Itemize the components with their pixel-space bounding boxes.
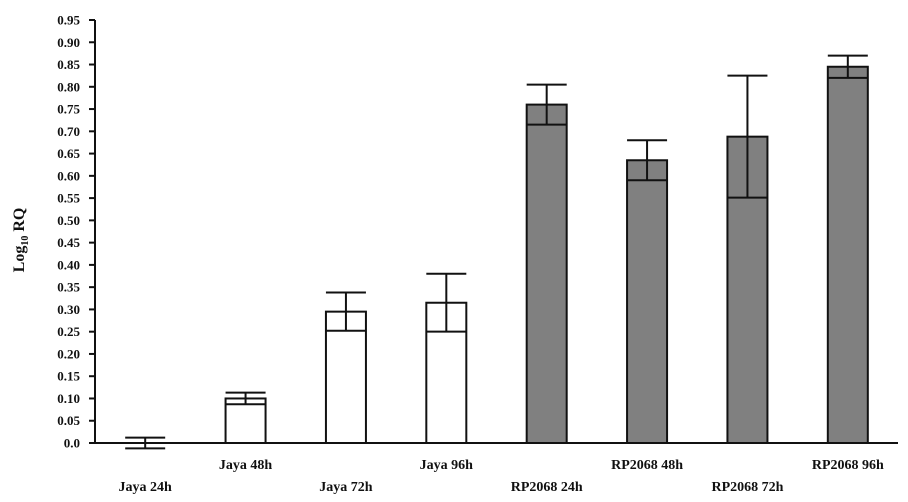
error-bars bbox=[125, 54, 868, 450]
y-tick-label: 0.55 bbox=[57, 191, 80, 206]
y-tick-label: 0.90 bbox=[57, 35, 80, 50]
x-tick-label: RP2068 48h bbox=[611, 458, 683, 473]
y-tick-label: 0.10 bbox=[57, 391, 80, 406]
x-tick-label: RP2068 96h bbox=[812, 458, 884, 473]
y-tick-label: 0.50 bbox=[57, 213, 80, 228]
bar bbox=[626, 159, 669, 444]
y-tick-label: 0.35 bbox=[57, 280, 80, 295]
y-tick-label: 0.15 bbox=[57, 369, 80, 384]
y-tick-label: 0.30 bbox=[57, 302, 80, 317]
y-tick-label: 0.0 bbox=[64, 436, 80, 451]
y-tick-label: 0.25 bbox=[57, 324, 80, 339]
x-tick-label: Jaya 24h bbox=[119, 480, 173, 495]
y-tick-label: 0.70 bbox=[57, 124, 80, 139]
y-tick-label: 0.05 bbox=[57, 413, 80, 428]
y-tick-label: 0.45 bbox=[57, 235, 80, 250]
x-tick-label: Jaya 48h bbox=[219, 458, 273, 473]
bar bbox=[525, 103, 568, 444]
x-tick-label: RP2068 72h bbox=[711, 480, 783, 495]
y-tick-label: 0.75 bbox=[57, 102, 80, 117]
y-tick-label: 0.40 bbox=[57, 257, 80, 272]
y-axis: 0.0 0.05 0.10 0.15 0.20 0.25 0.30 0.35 0.40 0.45 0… bbox=[57, 13, 96, 451]
y-tick-label: 0.80 bbox=[57, 79, 80, 94]
x-tick-label: Jaya 72h bbox=[319, 480, 373, 495]
y-axis-label: Log10 RQ bbox=[11, 208, 31, 273]
y-tick-label: 0.20 bbox=[57, 346, 80, 361]
x-axis: Jaya 24h Jaya 48h Jaya 72h Jaya 96h RP2068 2… bbox=[95, 442, 898, 495]
x-tick-label: RP2068 24h bbox=[511, 480, 583, 495]
x-tick-label: Jaya 96h bbox=[420, 458, 474, 473]
y-tick-label: 0.95 bbox=[57, 13, 80, 28]
y-tick-label: 0.85 bbox=[57, 57, 80, 72]
y-tick-label: 0.65 bbox=[57, 146, 80, 161]
bar bbox=[826, 65, 869, 445]
y-tick-label: 0.60 bbox=[57, 168, 80, 183]
